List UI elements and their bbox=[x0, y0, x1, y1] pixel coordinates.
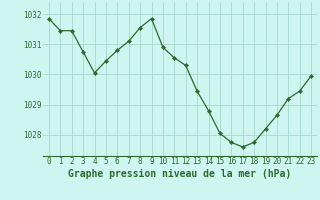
X-axis label: Graphe pression niveau de la mer (hPa): Graphe pression niveau de la mer (hPa) bbox=[68, 168, 292, 179]
